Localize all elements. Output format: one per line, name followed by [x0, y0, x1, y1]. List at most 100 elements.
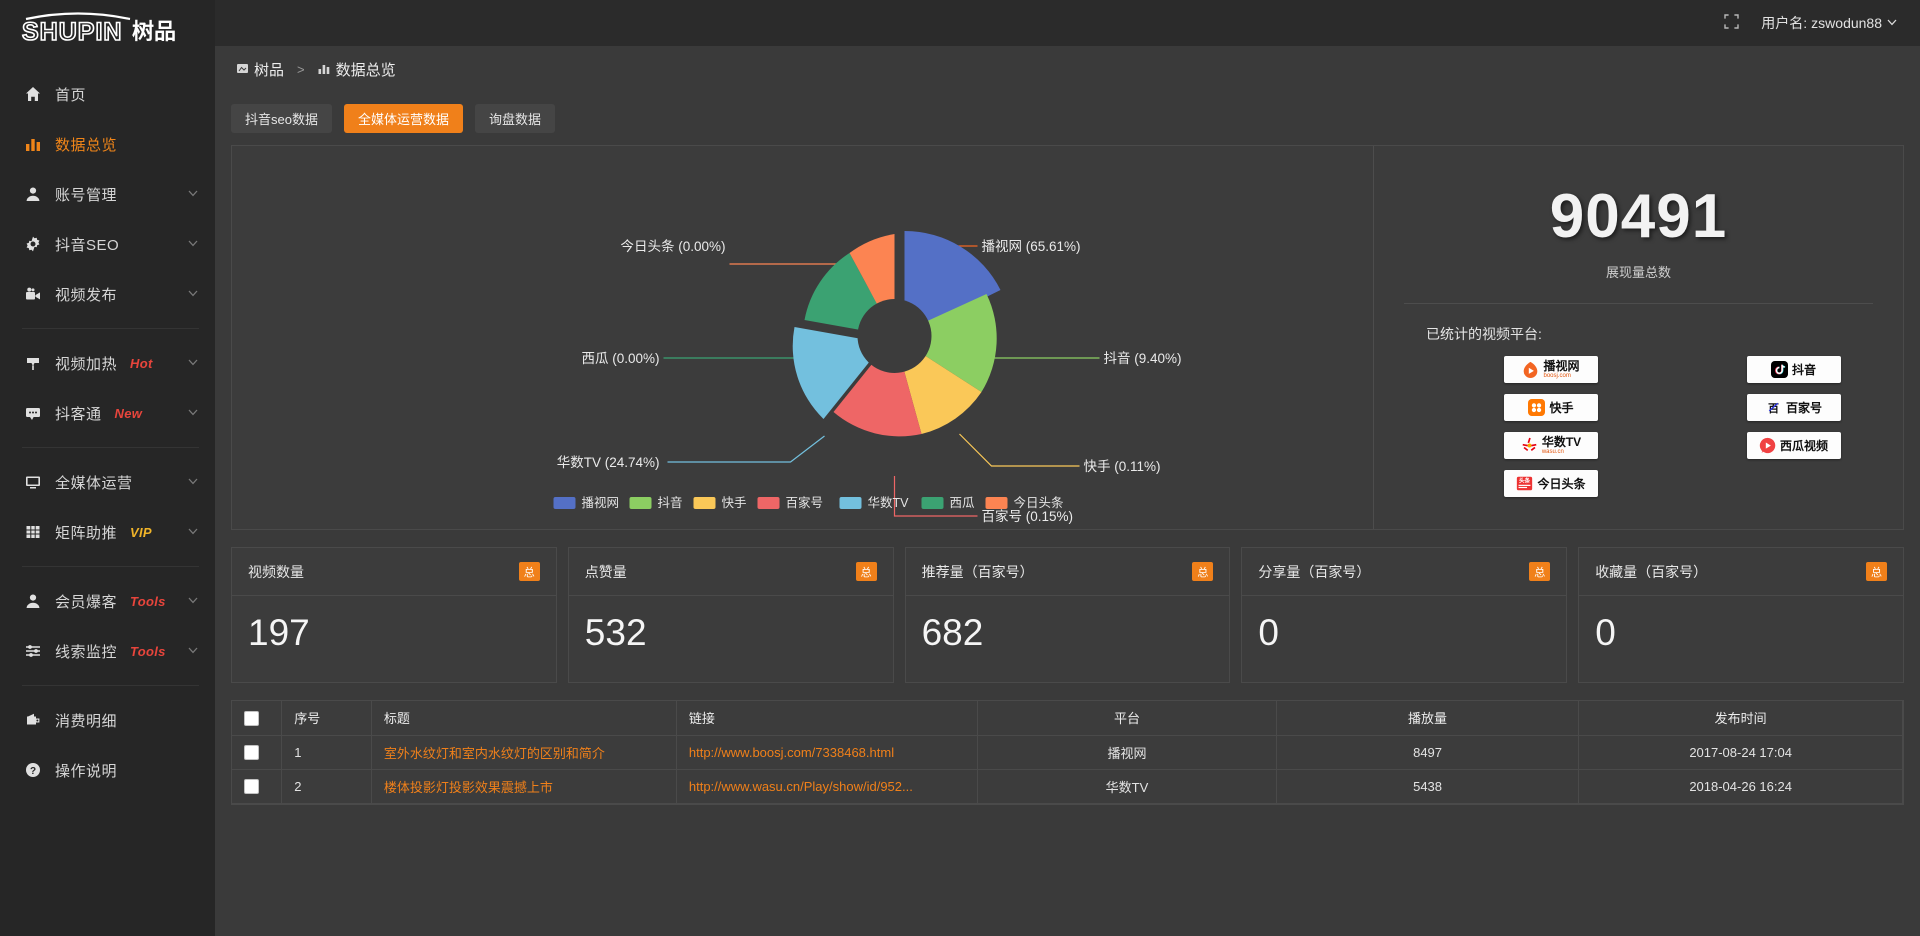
platform-badge-toutiao[interactable]: 头条 今日头条 — [1504, 470, 1598, 497]
row-link[interactable]: http://www.wasu.cn/Play/show/id/952... — [676, 769, 979, 804]
sidebar-item-matrix-boost[interactable]: 矩阵助推 VIP — [0, 507, 215, 557]
sidebar-item-member-baoke[interactable]: 会员爆客 Tools — [0, 576, 215, 626]
sidebar-item-home[interactable]: 首页 — [0, 69, 215, 119]
chart-legend: 播视网 抖音 快手 百 — [553, 495, 1065, 510]
sidebar-item-tag: Tools — [130, 643, 166, 659]
kuaishou-logo-icon — [1528, 399, 1546, 416]
legend-item-boshiwang[interactable]: 播视网 — [553, 495, 620, 510]
video-table: 序号 标题 链接 平台 播放量 发布时间 — [231, 700, 1904, 805]
main-area: 用户名: zswodun88 树品 > 数据总览 — [215, 0, 1920, 936]
row-checkbox[interactable] — [244, 779, 259, 795]
row-checkbox-cell — [232, 769, 283, 804]
home-icon — [22, 86, 44, 102]
breadcrumb-root[interactable]: 树品 — [237, 59, 284, 80]
chevron-down-icon — [187, 524, 199, 541]
bar-chart-icon — [22, 136, 44, 152]
grid-icon — [22, 524, 44, 540]
platform-badge-douyin[interactable]: 抖音 — [1746, 356, 1841, 383]
sidebar-item-video-boost[interactable]: 视频加热 Hot — [0, 338, 215, 388]
legend-item-wasu[interactable]: 华数TV — [839, 495, 910, 510]
sidebar-item-label: 抖音SEO — [55, 236, 120, 254]
gear-icon — [22, 236, 44, 252]
tab-douyin-seo-data[interactable]: 抖音seo数据 — [231, 104, 332, 133]
legend-item-baijiahao[interactable]: 百家号 — [757, 495, 824, 510]
stat-cards: 视频数量 总 197 点赞量 总 532 推荐量（百家号） 总 — [231, 547, 1904, 683]
row-platform: 播视网 — [977, 735, 1277, 770]
row-title[interactable]: 楼体投影灯投影效果震撼上市 — [371, 769, 677, 804]
svg-text:百家号: 百家号 — [786, 495, 824, 510]
video-camera-icon — [22, 286, 44, 302]
sidebar-item-omnimedia[interactable]: 全媒体运营 — [0, 457, 215, 507]
card-title: 视频数量 — [248, 563, 304, 580]
sidebar-item-data-overview[interactable]: 数据总览 — [0, 119, 215, 169]
sidebar-item-label: 矩阵助推 — [55, 524, 118, 542]
platform-badge-baijiahao[interactable]: 百 百家号 — [1746, 394, 1841, 421]
sidebar-item-video-publish[interactable]: 视频发布 — [0, 269, 215, 319]
sector-douyin[interactable] — [894, 294, 997, 392]
svg-text:头条: 头条 — [1519, 477, 1531, 485]
tab-omnimedia-data[interactable]: 全媒体运营数据 — [343, 104, 463, 133]
table-row[interactable]: 1 室外水纹灯和室内水纹灯的区别和简介 http://www.boosj.com… — [232, 735, 1903, 770]
card-title: 推荐量（百家号） — [921, 563, 1034, 580]
card-total-badge[interactable]: 总 — [1865, 562, 1887, 581]
chart-label-boshiwang: 播视网 (65.61%) — [982, 239, 1081, 254]
xigua-logo-icon — [1759, 437, 1776, 454]
chevron-down-icon — [187, 593, 199, 610]
platform-badge-xigua[interactable]: 西瓜视频 — [1746, 432, 1841, 459]
card-total-badge[interactable]: 总 — [1529, 562, 1551, 581]
card-value: 197 — [248, 612, 310, 653]
fullscreen-icon[interactable] — [1724, 14, 1739, 32]
legend-item-toutiao[interactable]: 今日头条 — [985, 495, 1065, 510]
select-all-checkbox[interactable] — [244, 710, 259, 726]
chat-icon — [22, 405, 44, 421]
sidebar-item-consumption[interactable]: 消费明细 — [0, 695, 215, 745]
row-platform: 华数TV — [977, 769, 1277, 804]
card-title: 点赞量 — [584, 563, 627, 580]
chevron-down-icon — [1886, 15, 1898, 31]
legend-item-xigua[interactable]: 西瓜 — [921, 496, 976, 510]
breadcrumb-root-label: 树品 — [254, 61, 285, 79]
row-link[interactable]: http://www.boosj.com/7338468.html — [676, 735, 979, 770]
douyin-logo-icon — [1770, 361, 1788, 378]
brand-logo[interactable]: SHUPIN 树品 — [0, 0, 215, 55]
card-head: 点赞量 总 — [568, 548, 893, 596]
platform-badge-kuaishou[interactable]: 快手 — [1504, 394, 1598, 421]
card-head: 视频数量 总 — [232, 548, 556, 596]
stat-card-video-count: 视频数量 总 197 — [231, 547, 557, 683]
tab-inquiry-data[interactable]: 询盘数据 — [474, 104, 555, 133]
svg-text:播视网: 播视网 — [582, 495, 620, 510]
chart-label-baijiahao: 百家号 (0.15%) — [982, 508, 1074, 524]
total-impressions-value: 90491 — [1549, 182, 1728, 251]
platform-badge-name: 今日头条 — [1537, 476, 1586, 491]
sidebar-item-douyin-seo[interactable]: 抖音SEO — [0, 219, 215, 269]
breadcrumb-current[interactable]: 数据总览 — [318, 59, 396, 80]
row-title[interactable]: 室外水纹灯和室内水纹灯的区别和简介 — [371, 735, 677, 770]
donut-chart-svg: 播视网 (65.61%) 抖音 (9.40%) 快手 (0.11%) 百家号 (… — [553, 230, 1182, 524]
card-total-badge[interactable]: 总 — [518, 562, 540, 581]
card-total-badge[interactable]: 总 — [855, 562, 877, 581]
platform-badge-boshiwang[interactable]: 播视网 boosj.com — [1504, 356, 1598, 383]
sidebar-item-tag: New — [114, 405, 143, 421]
sidebar-item-instructions[interactable]: ? 操作说明 — [0, 745, 215, 795]
user-menu[interactable]: 用户名: zswodun88 — [1761, 13, 1898, 33]
chart-label-kuaishou: 快手 (0.11%) — [1084, 459, 1161, 474]
sidebar-item-douketong[interactable]: 抖客通 New — [0, 388, 215, 438]
legend-item-kuaishou[interactable]: 快手 — [693, 496, 747, 510]
table-header-title: 标题 — [371, 701, 677, 736]
table-header-link: 链接 — [676, 701, 979, 736]
platform-badge-wasu[interactable]: 华数TV wasu.cn — [1504, 432, 1598, 459]
row-time: 2017-08-24 17:04 — [1578, 735, 1903, 770]
sector-boshiwang[interactable] — [904, 230, 1001, 328]
row-checkbox[interactable] — [244, 745, 259, 761]
chevron-down-icon — [187, 286, 199, 303]
table-row[interactable]: 2 楼体投影灯投影效果震撼上市 http://www.wasu.cn/Play/… — [232, 769, 1903, 804]
sidebar-item-clue-monitor[interactable]: 线索监控 Tools — [0, 626, 215, 676]
sidebar-item-account-mgmt[interactable]: 账号管理 — [0, 169, 215, 219]
card-total-badge[interactable]: 总 — [1192, 562, 1214, 581]
legend-item-douyin[interactable]: 抖音 — [629, 495, 683, 510]
chevron-down-icon — [187, 236, 199, 253]
user-label: 用户名: — [1761, 15, 1808, 31]
donut-sectors — [792, 230, 1001, 437]
platform-badge-sub: boosj.com — [1543, 373, 1571, 379]
card-value: 532 — [584, 612, 647, 653]
